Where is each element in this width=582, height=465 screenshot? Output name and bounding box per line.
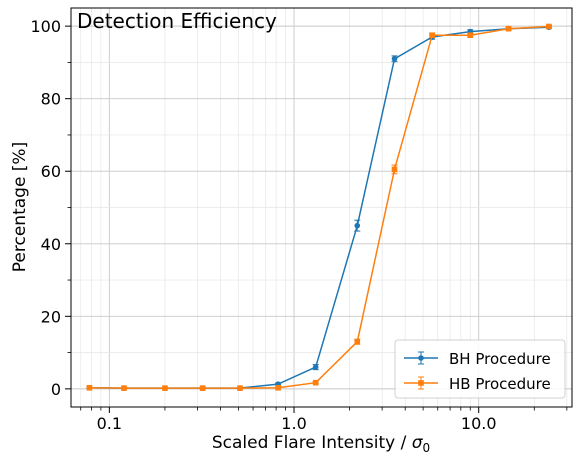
x-axis-label-subscript: 0 (423, 441, 431, 455)
chart-title: Detection Efficiency (77, 9, 277, 33)
x-tick-label: 1.0 (281, 414, 306, 433)
data-point-hb (162, 385, 168, 391)
y-tick-label: 80 (41, 90, 61, 109)
data-point-hb (237, 385, 243, 391)
data-point-hb (429, 32, 436, 39)
data-point-hb (199, 385, 206, 391)
legend-label-hb: HB Procedure (449, 375, 551, 393)
x-axis-label: Scaled Flare Intensity / σ0 (212, 433, 430, 455)
data-point-hb (312, 379, 319, 386)
data-point-hb (467, 32, 474, 39)
data-point-bh (312, 364, 319, 370)
y-tick-label: 40 (41, 235, 61, 254)
x-axis-label-text: Scaled Flare Intensity / (212, 433, 412, 453)
data-point-hb (354, 338, 361, 345)
data-point-hb (86, 384, 93, 391)
data-point-hb (546, 23, 552, 30)
y-tick-label: 60 (41, 162, 61, 181)
data-point-hb (121, 385, 127, 391)
x-axis-label-symbol: σ (412, 433, 424, 453)
legend-marker-hb (418, 380, 424, 386)
legend-entry-bh: BH Procedure (404, 350, 551, 368)
y-tick-label: 20 (41, 307, 61, 326)
legend: BH Procedure HB Procedure (394, 339, 566, 399)
data-point-hb (391, 166, 398, 173)
x-tick-label: 0.1 (97, 414, 122, 433)
data-point-bh (354, 222, 361, 229)
data-point-hb (505, 25, 512, 32)
y-tick-label: 100 (30, 17, 61, 36)
data-point-hb (275, 384, 281, 391)
x-tick-label: 10.0 (461, 414, 497, 433)
y-tick-label: 0 (51, 380, 61, 399)
legend-marker-bh (418, 355, 424, 361)
axes: 0.1 1.0 10.0 0 20 40 60 80 100 (30, 17, 568, 433)
legend-label-bh: BH Procedure (449, 350, 551, 368)
series-layer (86, 23, 552, 391)
data-point-bh (391, 55, 398, 62)
y-axis-label: Percentage [%] (10, 142, 30, 272)
legend-entry-hb: HB Procedure (404, 375, 551, 393)
